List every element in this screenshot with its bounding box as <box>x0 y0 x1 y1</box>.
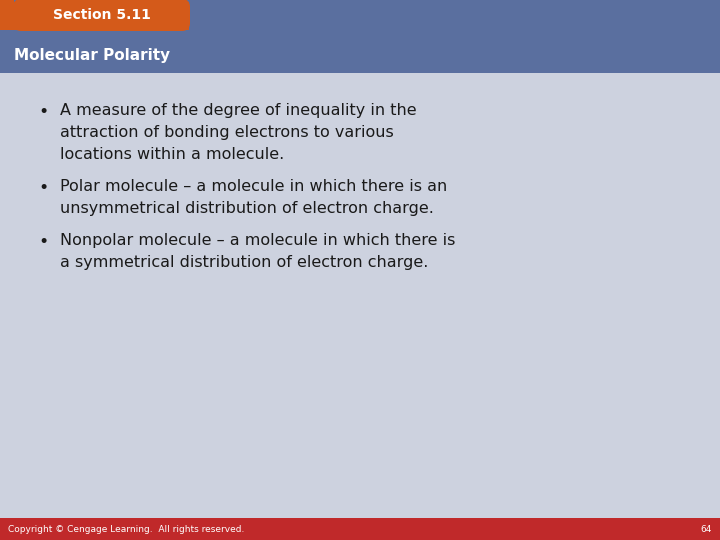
Bar <box>0 0 14 30</box>
Text: Molecular Polarity: Molecular Polarity <box>14 48 170 63</box>
Text: Section 5.11: Section 5.11 <box>53 8 150 22</box>
FancyBboxPatch shape <box>13 0 190 31</box>
Text: 64: 64 <box>701 524 712 534</box>
Text: locations within a molecule.: locations within a molecule. <box>60 147 284 162</box>
Text: unsymmetrical distribution of electron charge.: unsymmetrical distribution of electron c… <box>60 201 434 216</box>
Text: Nonpolar molecule – a molecule in which there is: Nonpolar molecule – a molecule in which … <box>60 233 455 248</box>
Bar <box>14 15 189 30</box>
Text: •: • <box>38 103 48 121</box>
Text: •: • <box>38 233 48 251</box>
Text: Polar molecule – a molecule in which there is an: Polar molecule – a molecule in which the… <box>60 179 447 194</box>
Text: attraction of bonding electrons to various: attraction of bonding electrons to vario… <box>60 125 394 140</box>
Bar <box>0 518 720 540</box>
Text: •: • <box>38 179 48 197</box>
Text: Copyright © Cengage Learning.  All rights reserved.: Copyright © Cengage Learning. All rights… <box>8 524 244 534</box>
Text: A measure of the degree of inequality in the: A measure of the degree of inequality in… <box>60 103 417 118</box>
Text: a symmetrical distribution of electron charge.: a symmetrical distribution of electron c… <box>60 255 428 270</box>
Bar <box>0 0 720 73</box>
